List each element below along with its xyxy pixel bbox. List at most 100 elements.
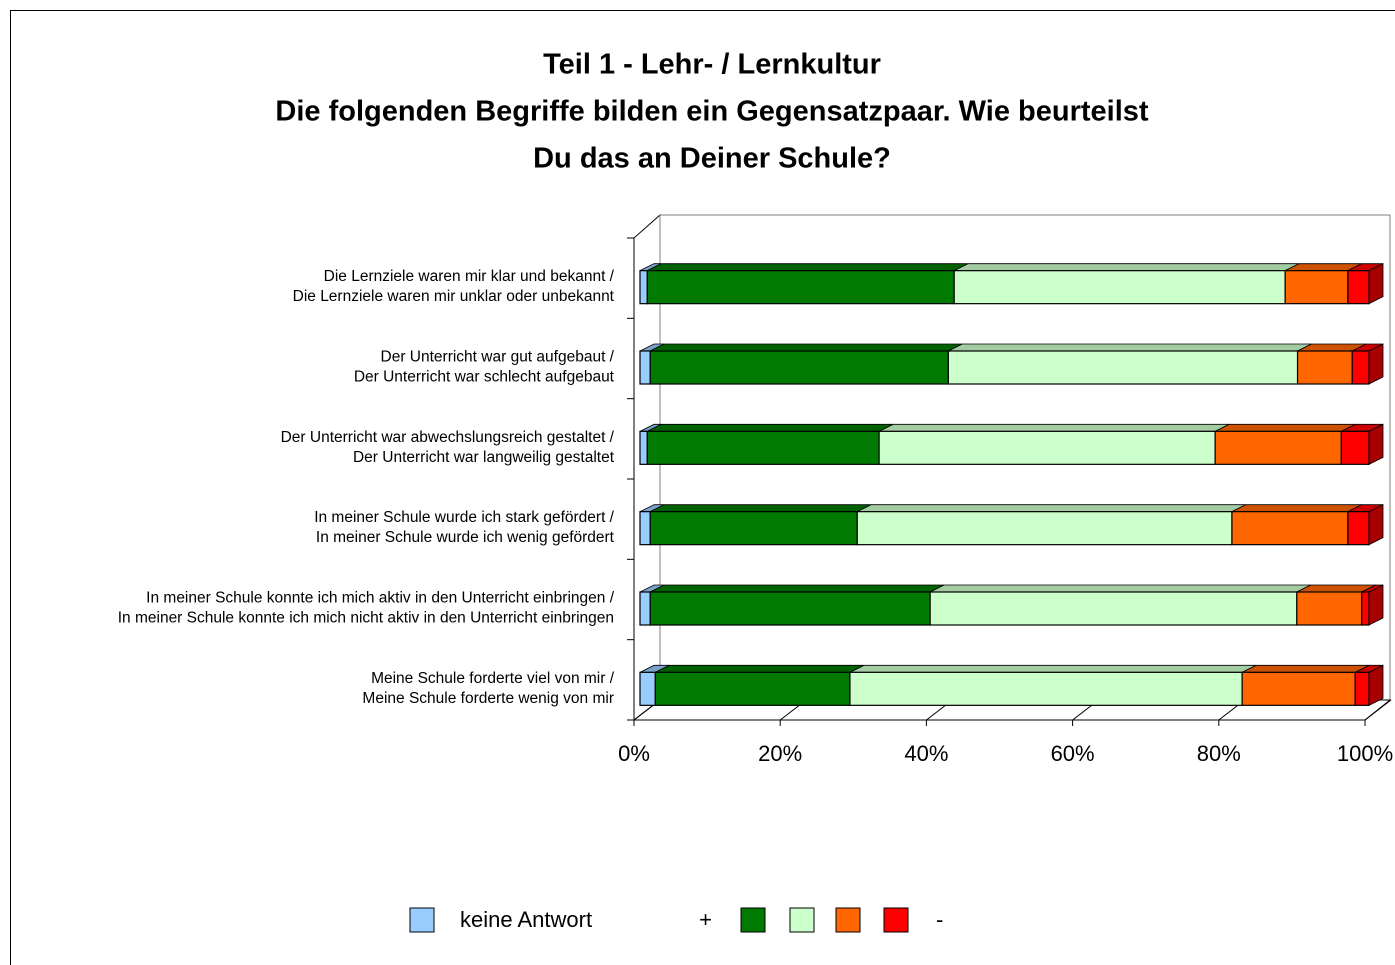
- bar-top-shade: [930, 585, 1311, 592]
- bar: [1241, 671, 1356, 706]
- bar-side-shade: [1369, 665, 1383, 706]
- bar-side-shade: [1369, 263, 1383, 304]
- bar: [639, 511, 651, 546]
- bar: [953, 270, 1286, 305]
- bar-top-shade: [1215, 424, 1356, 432]
- bar-top-shade: [640, 665, 670, 673]
- bar-top-shade: [954, 263, 1300, 271]
- bar: [1354, 671, 1370, 706]
- y-tick-label-line: Die Lernziele waren mir klar und bekannt…: [324, 268, 615, 285]
- bar: [878, 430, 1216, 465]
- bar-side-shade: [1369, 504, 1383, 545]
- chart-title: Teil 1 - Lehr- / Lernkultur: [543, 49, 881, 81]
- bar: [1296, 350, 1353, 385]
- bar: [1347, 270, 1370, 305]
- y-tick-label-line: Der Unterricht war gut aufgebaut /: [381, 349, 615, 366]
- bar: [649, 591, 931, 626]
- bar-top-shade: [640, 504, 665, 512]
- bar: [947, 350, 1299, 385]
- bar-top-shade: [1341, 424, 1383, 432]
- legend-swatch: [835, 907, 861, 933]
- bar: [1351, 350, 1370, 385]
- bar-side: [1368, 504, 1384, 546]
- chart-title: Die folgenden Begriffe bilden ein Gegens…: [275, 96, 1148, 128]
- chart-title: Du das an Deiner Schule?: [533, 143, 891, 175]
- x-tick-label: 20%: [758, 741, 802, 766]
- legend-swatch: [409, 907, 435, 933]
- bar: [1340, 430, 1370, 465]
- bar-top-shade: [879, 424, 1230, 432]
- bar-top-shade: [1355, 665, 1383, 673]
- bar-top-shade: [640, 263, 662, 271]
- bar: [639, 350, 651, 385]
- bar: [639, 270, 648, 305]
- bar-top-shade: [948, 344, 1312, 351]
- bar-top-shade: [1361, 585, 1383, 592]
- y-tick-label-line: In meiner Schule konnte ich mich nicht a…: [118, 610, 614, 627]
- y-tick-label-line: In meiner Schule konnte ich mich aktiv i…: [146, 590, 615, 607]
- x-tick-label: 60%: [1051, 741, 1095, 766]
- y-tick-label: Die Lernziele waren mir klar und bekannt…: [293, 268, 615, 305]
- bar: [639, 430, 648, 465]
- bar: [1347, 511, 1370, 546]
- bar-top-shade: [647, 263, 969, 271]
- y-tick-label: In meiner Schule konnte ich mich aktiv i…: [118, 590, 615, 627]
- y-tick-label-line: In meiner Schule wurde ich wenig geförde…: [316, 529, 615, 546]
- bar-top-shade: [1297, 344, 1367, 351]
- legend-swatch: [789, 907, 815, 933]
- bar-top-shade: [650, 504, 872, 512]
- bar-top-shade: [1352, 344, 1383, 351]
- y-tick-label: Der Unterricht war abwechslungsreich ges…: [281, 429, 615, 466]
- legend-label: keine Antwort: [460, 907, 592, 932]
- y-tick-label-line: Meine Schule forderte wenig von mir: [362, 690, 614, 707]
- bar-side-shade: [1369, 344, 1383, 384]
- bar-side: [1368, 423, 1384, 465]
- x-tick-label: 100%: [1337, 741, 1393, 766]
- legend-label: +: [699, 907, 712, 932]
- bar: [649, 511, 858, 546]
- legend-label: -: [936, 907, 943, 932]
- legend-swatch: [883, 907, 909, 933]
- bar-side: [1368, 343, 1384, 385]
- y-tick-label-line: Meine Schule forderte viel von mir /: [371, 670, 615, 687]
- bar: [1296, 591, 1363, 626]
- bar-top-shade: [650, 344, 963, 351]
- bar-top-shade: [647, 424, 894, 432]
- y-tick-label-line: Der Unterricht war schlecht aufgebaut: [354, 369, 615, 386]
- y-tick-label: Meine Schule forderte viel von mir / Mein…: [362, 670, 614, 707]
- bar-side: [1368, 263, 1384, 305]
- bar-top-shade: [640, 344, 665, 351]
- bar: [646, 430, 880, 465]
- x-tick-label: 0%: [618, 741, 650, 766]
- bar-side-shade: [1369, 424, 1383, 465]
- legend-swatch: [740, 907, 766, 933]
- y-tick-label: In meiner Schule wurde ich stark geförde…: [314, 509, 614, 546]
- bar: [639, 591, 651, 626]
- bar: [856, 511, 1233, 546]
- bar: [654, 671, 851, 706]
- bar-top-shade: [640, 585, 665, 592]
- bar: [649, 350, 949, 385]
- bar-side-shade: [1369, 585, 1383, 625]
- bar-top-shade: [1285, 263, 1362, 271]
- bar: [849, 671, 1243, 706]
- bar: [639, 671, 656, 706]
- grid-line: [1364, 699, 1392, 721]
- bar: [1214, 430, 1342, 465]
- bar: [929, 591, 1298, 626]
- bar-top-shade: [1231, 504, 1362, 512]
- x-tick-label: 40%: [904, 741, 948, 766]
- y-tick-label-line: In meiner Schule wurde ich stark geförde…: [314, 509, 614, 526]
- bar-top-shade: [1347, 263, 1383, 271]
- bar: [1361, 591, 1370, 626]
- bar-side: [1368, 664, 1384, 706]
- bar-top-shade: [650, 585, 945, 592]
- y-tick-label-line: Der Unterricht war langweilig gestaltet: [353, 449, 615, 466]
- bar-top-shade: [640, 424, 662, 432]
- y-tick-label: Der Unterricht war gut aufgebaut / Der Un…: [354, 349, 615, 386]
- bar-side: [1368, 584, 1384, 626]
- x-tick-label: 80%: [1197, 741, 1241, 766]
- bar-top-shade: [1296, 585, 1376, 592]
- bar-top-shade: [655, 665, 864, 673]
